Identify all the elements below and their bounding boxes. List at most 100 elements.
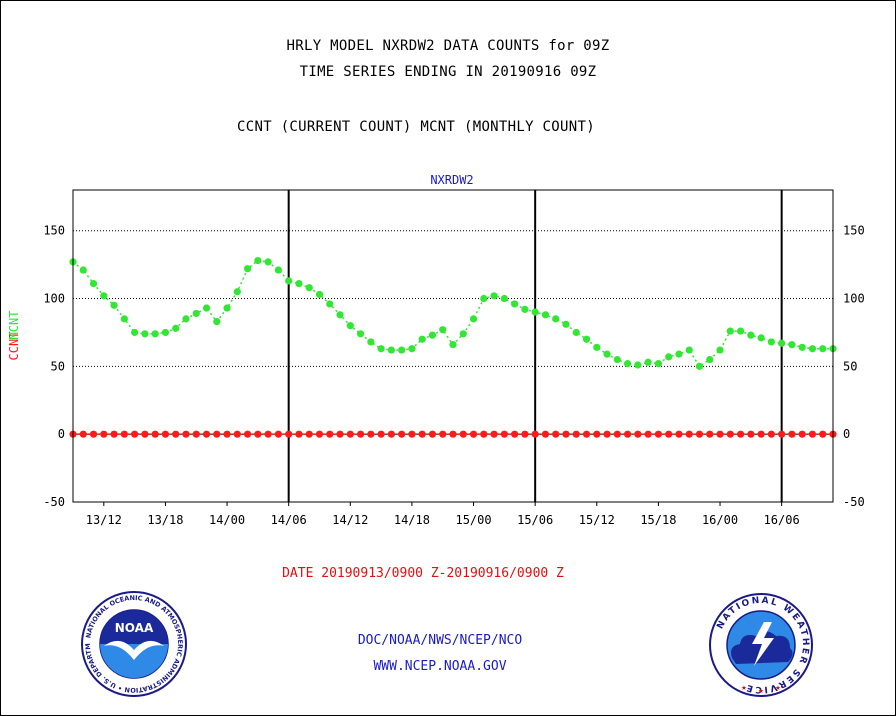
ccnt-point (233, 430, 241, 438)
mcnt-point (778, 339, 786, 347)
mcnt-point (151, 330, 159, 338)
mcnt-point (716, 346, 724, 354)
mcnt-point (695, 362, 704, 370)
ccnt-point (89, 430, 98, 438)
ccnt-point (716, 430, 724, 438)
y-tick-left-100: 100 (43, 292, 65, 306)
noaa-logo-text: NOAA (115, 621, 154, 635)
mcnt-point (89, 280, 98, 288)
mcnt-point (665, 353, 673, 361)
mcnt-point (644, 358, 652, 366)
mcnt-point (254, 256, 262, 265)
ccnt-point (377, 430, 385, 438)
ccnt-point (511, 430, 519, 438)
x-tick-14-12: 14/12 (332, 513, 368, 527)
ccnt-point (819, 430, 827, 438)
mcnt-point (634, 361, 642, 369)
mcnt-point (192, 309, 200, 318)
grid-lines (73, 230, 833, 435)
mcnt-point (757, 334, 765, 342)
mcnt-point (274, 266, 283, 274)
svg-text:★: ★ (758, 686, 764, 696)
ccnt-point (665, 430, 673, 438)
mcnt-point (120, 315, 128, 323)
ccnt-point (305, 430, 313, 438)
mcnt-point (110, 301, 118, 309)
ccnt-point (243, 430, 252, 438)
mcnt-point (788, 341, 796, 349)
x-tick-15-06: 15/06 (517, 513, 553, 527)
x-tick-15-00: 15/00 (455, 513, 491, 527)
mcnt-point (593, 343, 601, 351)
y-tick-right-100: 100 (843, 292, 865, 306)
ccnt-point (172, 430, 180, 438)
ccnt-point (706, 430, 714, 438)
ccnt-point (695, 430, 704, 438)
mcnt-point (726, 327, 734, 335)
mcnt-point (336, 311, 344, 319)
x-tick-15-12: 15/12 (579, 513, 615, 527)
mcnt-point (223, 304, 231, 312)
mcnt-point (315, 290, 324, 299)
ccnt-point (120, 430, 128, 438)
ccnt-point (541, 430, 550, 438)
ccnt-point (315, 430, 324, 438)
mcnt-point (326, 300, 334, 308)
mcnt-point (79, 266, 87, 274)
mcnt-point (767, 338, 775, 346)
ccnt-point (521, 430, 529, 438)
mcnt-point (521, 305, 529, 313)
mcnt-point (654, 360, 663, 368)
mcnt-point (623, 360, 632, 368)
ccnt-point (79, 430, 87, 438)
mcnt-point (511, 300, 519, 308)
series-ccnt (69, 430, 837, 438)
mcnt-point (408, 345, 416, 353)
axis-tick-labels: 150 150 100 100 50 50 0 0 -50 -50 13/12 13/18 14/00 1… (43, 224, 864, 527)
ccnt-point (161, 430, 170, 438)
ccnt-point (469, 430, 478, 438)
mcnt-point (233, 288, 241, 296)
mcnt-point (531, 308, 539, 316)
mcnt-point (387, 346, 395, 354)
ccnt-point (685, 430, 693, 438)
mcnt-point (675, 350, 683, 358)
plot-title: NXRDW2 (430, 173, 473, 187)
x-tick-13-12: 13/12 (86, 513, 122, 527)
mcnt-point (685, 346, 693, 354)
ccnt-point (757, 430, 765, 438)
ccnt-point (500, 430, 508, 438)
ccnt-point (295, 430, 303, 438)
mcnt-point (346, 322, 354, 330)
ccnt-point (778, 430, 786, 438)
ccnt-point (192, 430, 200, 438)
mcnt-point (459, 330, 467, 338)
chart-title-line-1: HRLY MODEL NXRDW2 DATA COUNTS for 09Z (286, 38, 610, 54)
mcnt-point (213, 317, 221, 326)
ccnt-point (654, 430, 663, 438)
x-tick-13-18: 13/18 (147, 513, 183, 527)
website-link[interactable]: WWW.NCEP.NOAA.GOV (373, 659, 507, 674)
time-series-chart: NXRDW2 150 150 100 100 50 50 0 0 -50 -50 13/12 13/1… (7, 173, 865, 527)
ccnt-point (213, 430, 221, 438)
mcnt-point (141, 330, 149, 338)
mcnt-point (449, 341, 457, 349)
ccnt-point (131, 430, 139, 438)
y-tick-right--50: -50 (843, 495, 865, 509)
ccnt-point (254, 430, 262, 438)
org-path: DOC/NOAA/NWS/NCEP/NCO (357, 633, 523, 648)
noaa-logo: NATIONAL OCEANIC AND ATMOSPHERIC ADMINIS… (80, 590, 187, 697)
chart-title-line-2: TIME SERIES ENDING IN 20190916 09Z (299, 64, 597, 80)
ccnt-point (767, 430, 775, 438)
mcnt-point (582, 335, 591, 343)
mcnt-point (541, 311, 550, 319)
x-tick-14-18: 14/18 (394, 513, 430, 527)
ccnt-point (141, 430, 149, 438)
ccnt-point (726, 430, 734, 438)
x-tick-14-00: 14/00 (209, 513, 245, 527)
ccnt-point (408, 430, 416, 438)
ccnt-point (326, 430, 334, 438)
mcnt-point (562, 320, 570, 328)
x-tick-16-00: 16/00 (702, 513, 738, 527)
mcnt-point (480, 294, 488, 303)
